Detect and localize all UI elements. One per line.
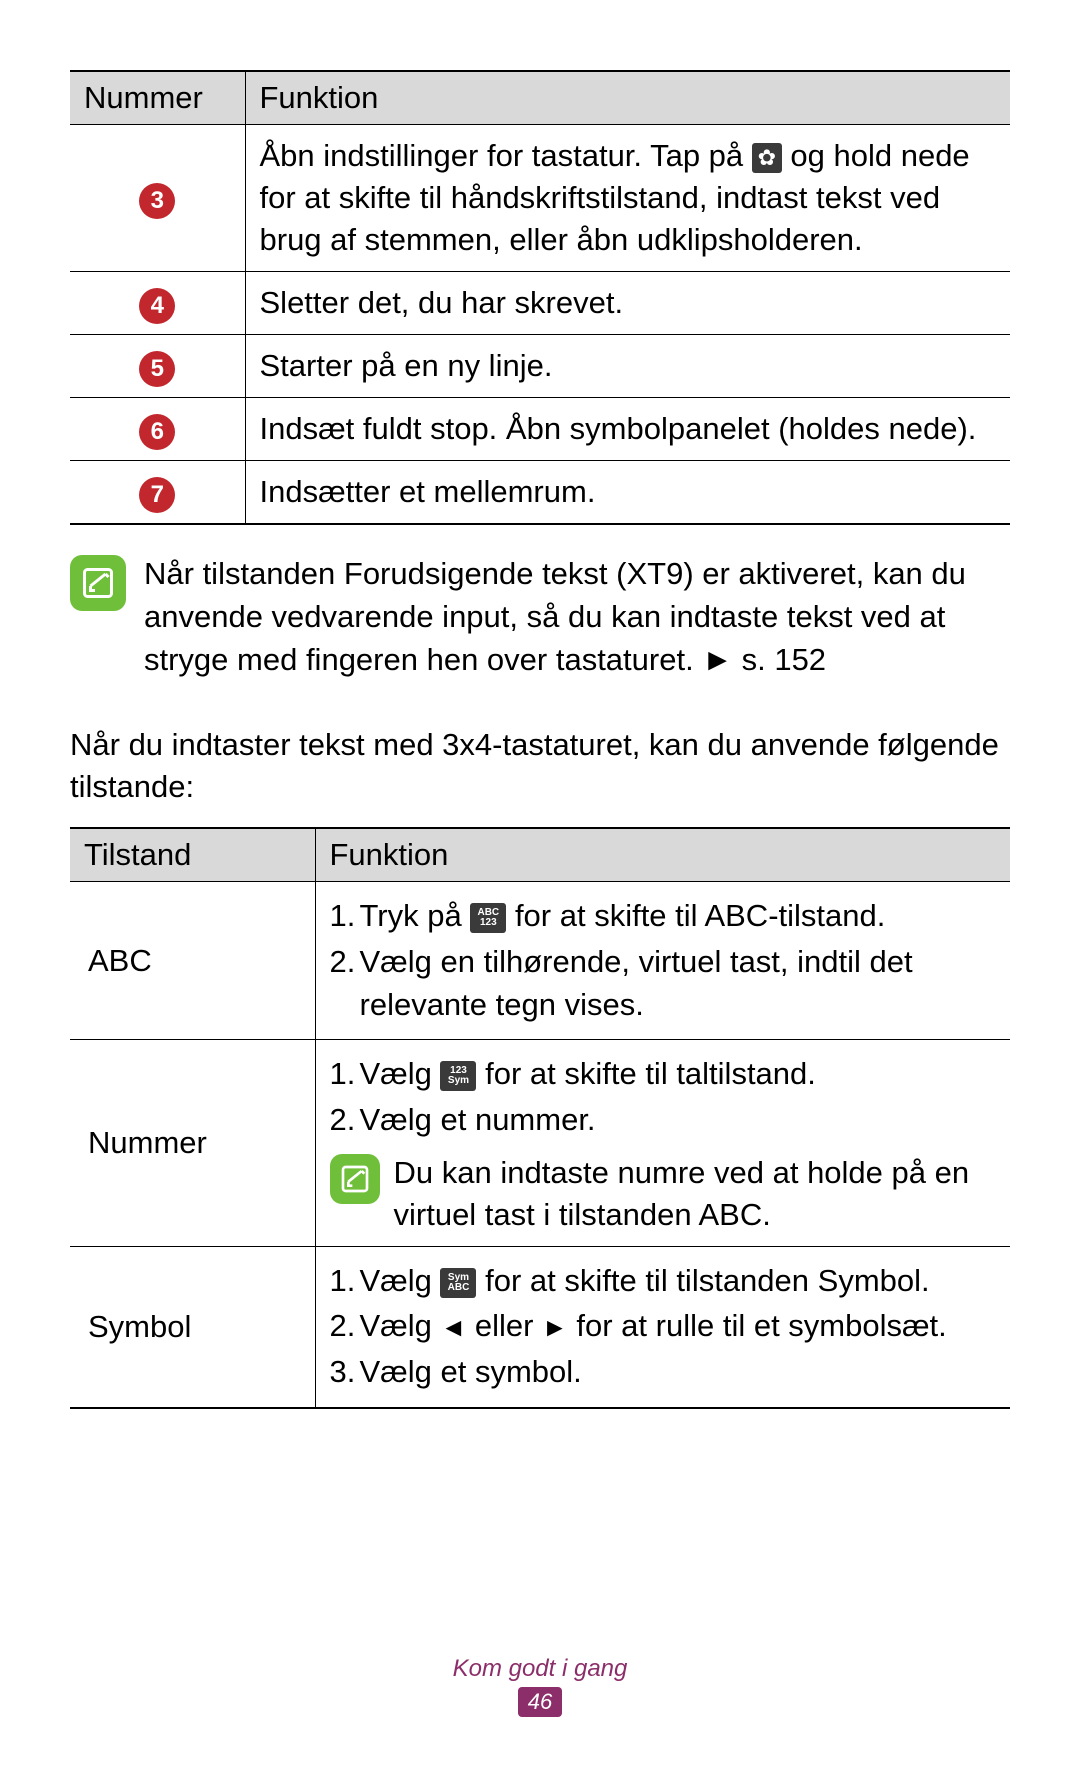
col-header-function: Funktion (245, 71, 1010, 125)
right-arrow-icon: ► (542, 1312, 568, 1342)
number-badge-5: 5 (139, 351, 175, 387)
inner-note-text: Du kan indtaste numre ved at holde på en… (394, 1152, 997, 1236)
table-row: 7 Indsætter et mellemrum. (70, 461, 1010, 525)
function-cell: Åbn indstillinger for tastatur. Tap på ✿… (245, 125, 1010, 272)
num-key-icon: 123Sym (440, 1061, 476, 1091)
table-row: 4 Sletter det, du har skrevet. (70, 271, 1010, 334)
number-badge-3: 3 (139, 183, 175, 219)
col-header-function: Funktion (315, 828, 1010, 882)
table-row-symbol: Symbol 1.Vælg SymABC for at skifte til t… (70, 1246, 1010, 1408)
page-number: 46 (518, 1687, 562, 1717)
number-badge-7: 7 (139, 477, 175, 513)
col-header-number: Nummer (70, 71, 245, 125)
mode-label: ABC (70, 882, 315, 1040)
mode-label: Nummer (70, 1040, 315, 1246)
sym-key-icon: SymABC (440, 1268, 476, 1298)
table-row: 6 Indsæt fuldt stop. Åbn symbolpanelet (… (70, 397, 1010, 460)
function-cell: Indsætter et mellemrum. (245, 461, 1010, 525)
mode-function: 1.Tryk på ABC123 for at skifte til ABC-t… (315, 882, 1010, 1040)
mode-function: 1.Vælg SymABC for at skifte til tilstand… (315, 1246, 1010, 1408)
note-icon (330, 1154, 380, 1204)
intro-paragraph: Når du indtaster tekst med 3x4-tastature… (70, 724, 1010, 810)
table-row: 5 Starter på en ny linje. (70, 334, 1010, 397)
keyboard-functions-table: Nummer Funktion 3 Åbn indstillinger for … (70, 70, 1010, 525)
gear-icon: ✿ (752, 143, 782, 173)
note-text: Når tilstanden Forudsigende tekst (XT9) … (144, 553, 1010, 681)
input-modes-table: Tilstand Funktion ABC 1.Tryk på ABC123 f… (70, 827, 1010, 1409)
table-row-nummer: Nummer 1.Vælg 123Sym for at skifte til t… (70, 1040, 1010, 1246)
mode-function: 1.Vælg 123Sym for at skifte til taltilst… (315, 1040, 1010, 1246)
page-footer: Kom godt i gang 46 (0, 1655, 1080, 1717)
inner-note: Du kan indtaste numre ved at holde på en… (330, 1152, 997, 1236)
note-xt9: Når tilstanden Forudsigende tekst (XT9) … (70, 553, 1010, 681)
section-title: Kom godt i gang (0, 1655, 1080, 1683)
left-arrow-icon: ◄ (440, 1312, 466, 1342)
function-cell: Sletter det, du har skrevet. (245, 271, 1010, 334)
mode-label: Symbol (70, 1246, 315, 1408)
function-cell: Indsæt fuldt stop. Åbn symbolpanelet (ho… (245, 397, 1010, 460)
table-row: 3 Åbn indstillinger for tastatur. Tap på… (70, 125, 1010, 272)
col-header-mode: Tilstand (70, 828, 315, 882)
note-icon (70, 555, 126, 611)
function-cell: Starter på en ny linje. (245, 334, 1010, 397)
number-badge-4: 4 (139, 288, 175, 324)
abc-key-icon: ABC123 (470, 903, 506, 933)
number-badge-6: 6 (139, 414, 175, 450)
table-row-abc: ABC 1.Tryk på ABC123 for at skifte til A… (70, 882, 1010, 1040)
